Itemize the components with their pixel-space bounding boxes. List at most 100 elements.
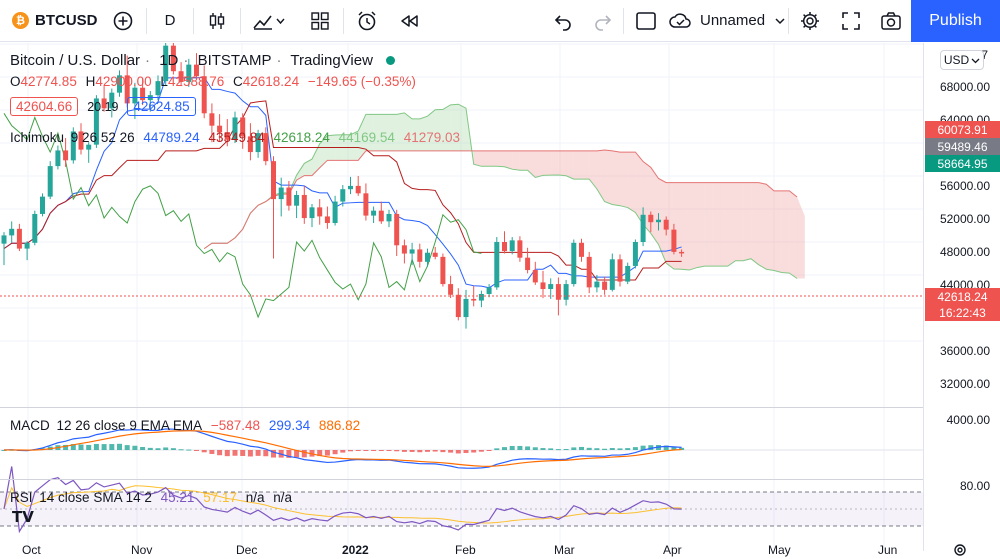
publish-button[interactable]: Publish xyxy=(911,0,1000,42)
candle-body xyxy=(540,282,546,290)
cloud-segment xyxy=(697,182,705,268)
currency-select[interactable]: USD xyxy=(940,50,984,70)
time-tick: Feb xyxy=(455,543,476,557)
buy-sell-legend: 42604.66 20.19 42624.85 xyxy=(10,97,201,116)
fullscreen-button[interactable] xyxy=(831,0,871,42)
macd-histogram-bar xyxy=(93,443,99,450)
candle-body xyxy=(363,193,369,216)
alert-button[interactable] xyxy=(344,0,390,42)
checkbox-icon xyxy=(636,11,656,30)
candle-body xyxy=(178,71,184,82)
macd-histogram-bar xyxy=(286,450,292,458)
macd-histogram-bar xyxy=(509,445,515,450)
candle-body xyxy=(640,214,646,242)
rsi-pane xyxy=(0,466,923,534)
cloud-segment xyxy=(704,182,713,267)
screenshot-button[interactable] xyxy=(871,0,911,42)
toolbar-divider xyxy=(343,7,344,34)
macd-histogram-bar xyxy=(455,450,461,454)
candle-body xyxy=(155,81,161,96)
layout-button[interactable]: Unnamed xyxy=(668,0,788,42)
select-button[interactable] xyxy=(624,0,668,42)
macd-tick: 4000.00 xyxy=(946,413,990,427)
buy-button[interactable]: 42624.85 xyxy=(127,97,196,116)
pane-divider[interactable] xyxy=(0,407,1000,408)
candle-body xyxy=(247,136,253,153)
alarm-clock-icon xyxy=(358,10,376,30)
macd-histogram-bar xyxy=(463,450,469,454)
candle-body xyxy=(340,189,346,202)
macd-histogram-bar xyxy=(70,444,76,450)
indicators-button[interactable] xyxy=(241,0,297,42)
pane-divider[interactable] xyxy=(0,479,1000,480)
macd-legend[interactable]: MACD 12 26 close 9 EMA EMA −587.48 299.3… xyxy=(10,418,365,433)
candle-body xyxy=(294,194,300,206)
settings-button[interactable] xyxy=(789,0,831,42)
candle-body xyxy=(471,298,477,301)
bitcoin-icon: ₿ xyxy=(12,12,29,29)
gear-icon xyxy=(801,11,819,30)
axis-settings-gear-icon[interactable] xyxy=(951,541,969,559)
candle-body xyxy=(401,245,407,254)
candle-body xyxy=(509,240,515,252)
ichimoku-legend[interactable]: Ichimoku 9 26 52 26 44789.24 43549.84 42… xyxy=(10,130,465,145)
symbol-search[interactable]: ₿ BTCUSD xyxy=(0,0,100,42)
cloud-segment xyxy=(558,150,567,176)
macd-histogram-bar xyxy=(340,450,346,453)
tradingview-logo[interactable]: TV xyxy=(12,508,34,526)
macd-histogram-bar xyxy=(594,448,600,450)
macd-histogram-bar xyxy=(147,447,153,450)
undo-button[interactable] xyxy=(543,0,583,42)
legend-exchange: BITSTAMP xyxy=(197,52,272,69)
open-label: O xyxy=(10,74,21,89)
candle-body xyxy=(425,252,430,262)
candle-body xyxy=(186,64,192,82)
macd-histogram-bar xyxy=(117,443,122,450)
candle-body xyxy=(271,161,276,200)
sell-button[interactable]: 42604.66 xyxy=(10,97,79,116)
candle-body xyxy=(586,256,592,288)
macd-histogram-bar xyxy=(401,450,407,452)
cloud-segment xyxy=(612,150,620,206)
rsi-params: 14 close SMA 14 2 xyxy=(39,490,152,505)
candle-body xyxy=(563,284,569,300)
price-scale[interactable]: 7 68000.00 64000.00 56000.00 52000.00 48… xyxy=(923,43,1000,551)
symbol-legend: Bitcoin / U.S. Dollar · 1D · BITSTAMP · Tra… xyxy=(10,52,400,69)
cloud-segment xyxy=(550,150,559,176)
currency-label: USD xyxy=(943,53,970,67)
macd-line xyxy=(3,428,682,469)
macd-histogram-bar xyxy=(324,450,330,456)
candle-body xyxy=(625,265,631,282)
change-value: −149.65 (−0.35%) xyxy=(307,74,416,89)
price-tick: 56000.00 xyxy=(939,179,990,193)
toolbar-divider xyxy=(623,7,624,34)
chart-canvas[interactable] xyxy=(0,43,923,551)
redo-button[interactable] xyxy=(583,0,623,42)
replay-button[interactable] xyxy=(390,0,428,42)
compare-button[interactable] xyxy=(100,0,146,42)
cloud-segment xyxy=(689,182,697,271)
candle-body xyxy=(55,150,61,167)
market-status-dot[interactable] xyxy=(386,56,396,65)
interval-button[interactable]: D xyxy=(147,0,193,42)
cloud-segment xyxy=(589,150,597,189)
macd-histogram-bar xyxy=(555,449,561,451)
candle-body xyxy=(9,228,15,236)
macd-histogram-bar xyxy=(101,444,107,450)
cloud-segment xyxy=(427,109,436,151)
macd-histogram-bar xyxy=(294,450,300,458)
cloud-segment xyxy=(519,150,528,171)
high-value: 42900.00 xyxy=(95,74,152,89)
macd-histogram-bar xyxy=(332,450,338,455)
macd-histogram-bar xyxy=(679,447,685,450)
rsi-legend[interactable]: RSI 14 close SMA 14 2 45.21 57.17 n/a n/… xyxy=(10,490,297,505)
candle-body xyxy=(617,259,623,282)
candle-body xyxy=(555,284,561,300)
templates-button[interactable] xyxy=(297,0,343,42)
chart-type-button[interactable] xyxy=(194,0,240,42)
macd-histogram-bar xyxy=(155,448,161,450)
candle-body xyxy=(70,131,76,161)
ichimoku-base-line xyxy=(3,100,682,281)
toolbar-divider xyxy=(788,7,789,34)
macd-histogram-bar xyxy=(540,448,546,450)
